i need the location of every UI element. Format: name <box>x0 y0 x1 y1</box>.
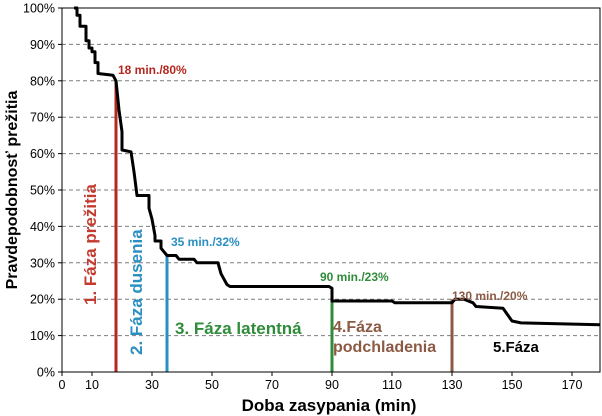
x-tick-label: 130 <box>442 378 463 392</box>
phase-label-4-line2: podchladenia <box>333 339 436 356</box>
annotations: 18 min./80% 35 min./32% 90 min./23% 130 … <box>81 63 540 356</box>
marker-label-4: 130 min./20% <box>452 289 528 303</box>
x-tick-label: 90 <box>325 378 339 392</box>
x-tick-label: 70 <box>265 378 279 392</box>
y-axis-title: Pravdepodobnosť prežitia <box>4 91 21 290</box>
y-tick-label: 20% <box>30 293 55 307</box>
phase-label-1: 1. Fáza prežitia <box>81 184 100 305</box>
x-axis-title: Doba zasypania (min) <box>242 396 417 415</box>
plot-frame <box>61 7 601 373</box>
x-tick-label: 30 <box>145 378 159 392</box>
phase-markers <box>114 80 454 372</box>
y-axis-ticks: 0% 10% 20% 30% 40% 50% 60% 70% 80% 90% 100% <box>23 2 62 380</box>
x-tick-label: 10 <box>85 378 99 392</box>
marker-label-1: 18 min./80% <box>118 63 187 77</box>
phase-4-second-word: podchladenia <box>333 339 436 356</box>
survival-curve-line <box>74 6 601 327</box>
y-tick-label: 60% <box>30 147 55 161</box>
phase-4-first-word: 4.Fáza <box>333 319 382 336</box>
x-axis-ticks: 0 10 30 50 70 90 110 130 150 170 <box>59 372 583 392</box>
y-tick-label: 40% <box>30 220 55 234</box>
y-tick-label: 90% <box>30 38 55 52</box>
y-tick-label: 70% <box>30 111 55 125</box>
phase-label-2: 2. Fáza dusenia <box>127 229 146 355</box>
x-tick-label: 150 <box>502 378 523 392</box>
y-tick-label: 100% <box>23 2 55 16</box>
phase-label-5: 5.Fáza <box>493 339 540 356</box>
y-tick-label: 50% <box>30 184 55 198</box>
x-tick-label: 110 <box>382 378 402 392</box>
y-tick-label: 30% <box>30 256 55 270</box>
marker-label-2: 35 min./32% <box>171 235 240 249</box>
phase-label-3: 3. Fáza latentná <box>175 319 302 338</box>
y-tick-label: 0% <box>37 366 55 380</box>
series-group <box>74 6 601 327</box>
y-tick-label: 80% <box>30 74 55 88</box>
x-tick-label: 0 <box>59 378 66 392</box>
phase-label-4-line1: 4.Fáza <box>333 319 382 336</box>
x-tick-label: 50 <box>205 378 219 392</box>
y-tick-label: 10% <box>30 329 55 343</box>
x-tick-label: 170 <box>562 378 583 392</box>
marker-label-3: 90 min./23% <box>320 270 389 284</box>
